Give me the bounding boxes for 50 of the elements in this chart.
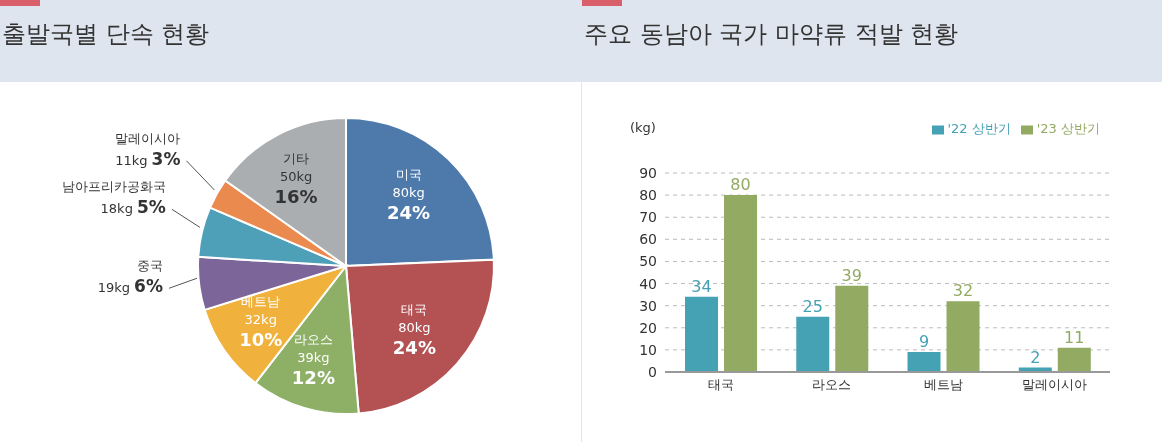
- slice-label: 중국: [136, 258, 163, 274]
- data-label: 11: [1064, 327, 1085, 347]
- x-tick-label: 태국: [707, 377, 734, 393]
- legend-label: '23 상반기: [1036, 121, 1100, 136]
- data-label: 25: [802, 296, 823, 316]
- y-tick-label: 50: [639, 253, 657, 270]
- bar: [685, 296, 719, 372]
- bar: [835, 285, 869, 372]
- chart-title: 주요 동남아 국가 마약류 적발 현황: [584, 19, 959, 50]
- slice-label: 말레이시아: [115, 130, 181, 146]
- bar: [724, 195, 758, 372]
- chart-title: 출발국별 단속 현황: [2, 19, 210, 50]
- slice-label: 베트남: [241, 293, 281, 309]
- slice-label: 라오스: [293, 331, 333, 347]
- data-label: 39: [841, 265, 862, 285]
- y-tick-label: 60: [639, 231, 657, 248]
- y-tick-label: 80: [639, 187, 657, 204]
- data-label: 80kg 24%: [387, 185, 431, 224]
- y-tick-label: 20: [639, 319, 657, 336]
- bar: [796, 316, 830, 372]
- y-tick-label: 10: [639, 341, 657, 358]
- data-label: 11kg 3%: [115, 148, 181, 169]
- data-label: 2: [1030, 347, 1041, 367]
- y-axis-title: (kg): [630, 120, 656, 135]
- y-tick-label: 0: [648, 363, 657, 380]
- x-tick-label: 라오스: [812, 377, 852, 393]
- y-tick-label: 40: [639, 275, 657, 292]
- data-label: 32: [952, 281, 974, 301]
- y-tick-label: 90: [639, 164, 657, 181]
- data-label: 9: [918, 332, 930, 352]
- data-label: 18kg 5%: [100, 197, 166, 218]
- data-label: 32kg 10%: [239, 311, 283, 350]
- y-tick-label: 30: [639, 297, 657, 314]
- data-label: 34: [691, 276, 712, 296]
- slice-label: 기타: [283, 151, 310, 167]
- slice-label: 미국: [395, 167, 422, 183]
- data-label: 80kg 24%: [392, 320, 436, 359]
- bar: [946, 301, 980, 372]
- data-label: 80: [730, 175, 751, 195]
- x-tick-label: 말레이시아: [1021, 377, 1087, 393]
- y-tick-label: 70: [639, 209, 657, 226]
- x-tick-label: 베트남: [923, 377, 963, 393]
- data-label: 50kg 16%: [274, 169, 318, 208]
- legend-label: '22 상반기: [947, 121, 1011, 136]
- bar: [907, 352, 941, 372]
- slice-label: 남아프리카공화국: [61, 179, 166, 195]
- slice-label: 태국: [401, 302, 428, 318]
- bar: [1057, 347, 1091, 372]
- data-label: 39kg 12%: [291, 349, 335, 388]
- data-label: 19kg 6%: [97, 276, 163, 297]
